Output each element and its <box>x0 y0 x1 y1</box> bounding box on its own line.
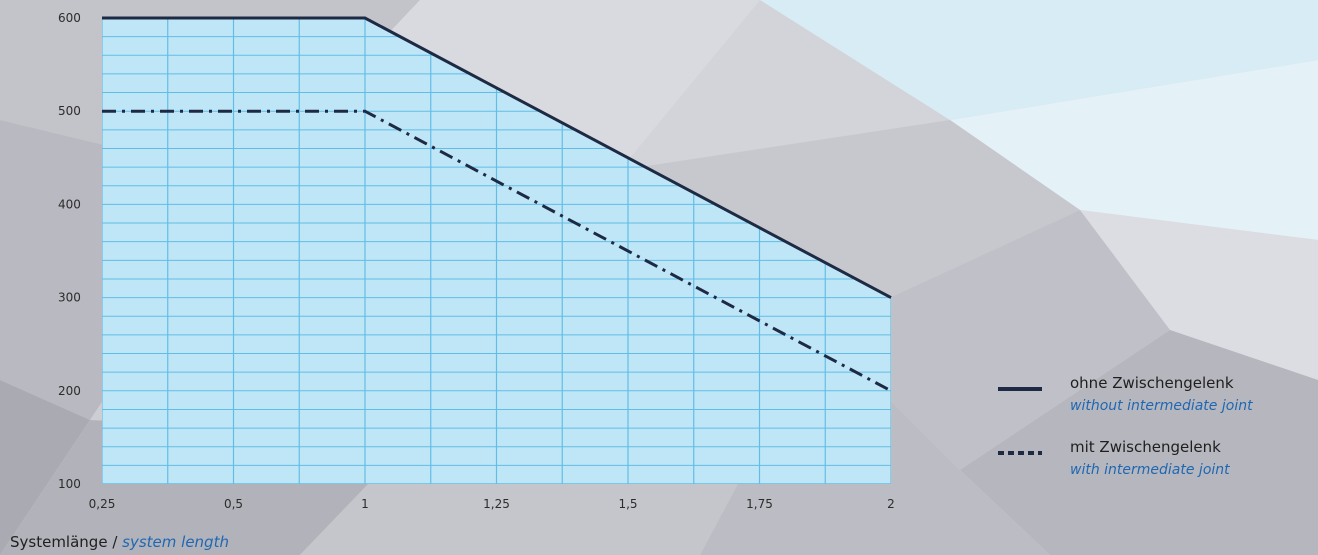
y-tick-label: 200 <box>58 384 81 398</box>
legend-label-en: without intermediate joint <box>1070 398 1253 414</box>
legend-label-de: mit Zwischengelenk <box>1070 438 1221 456</box>
legend-swatch-dotted <box>998 451 1042 455</box>
y-tick-label: 100 <box>58 477 81 491</box>
x-axis-label: Systemlänge / system length <box>10 533 229 551</box>
x-tick-label: 2 <box>887 497 895 511</box>
x-tick-label: 1,25 <box>483 497 510 511</box>
x-axis-label-de: Systemlänge <box>10 533 108 551</box>
legend-swatch-solid <box>998 387 1042 391</box>
chart-legend: ohne Zwischengelenk without intermediate… <box>998 374 1308 502</box>
legend-label-en: with intermediate joint <box>1070 462 1230 478</box>
x-tick-label: 1,75 <box>746 497 773 511</box>
x-axis-label-separator: / <box>107 533 123 551</box>
x-axis-tick-labels: 0,25 0,5 1 1,25 1,5 1,75 2 <box>89 497 895 511</box>
y-tick-label: 400 <box>58 197 81 211</box>
x-axis-label-en: system length <box>122 533 229 551</box>
y-axis-tick-labels: 600 500 400 300 200 100 <box>58 11 81 491</box>
legend-item-with-joint: mit Zwischengelenk with intermediate joi… <box>998 438 1308 502</box>
y-tick-label: 500 <box>58 104 81 118</box>
series-line-with-joint <box>102 109 892 393</box>
legend-label-de: ohne Zwischengelenk <box>1070 374 1234 392</box>
x-tick-label: 1,5 <box>618 497 637 511</box>
legend-item-without-joint: ohne Zwischengelenk without intermediate… <box>998 374 1308 438</box>
x-tick-label: 0,5 <box>224 497 243 511</box>
x-tick-label: 0,25 <box>89 497 116 511</box>
y-tick-label: 600 <box>58 11 81 25</box>
y-tick-label: 300 <box>58 291 81 305</box>
x-tick-label: 1 <box>361 497 369 511</box>
series-line-without-joint <box>102 16 892 299</box>
